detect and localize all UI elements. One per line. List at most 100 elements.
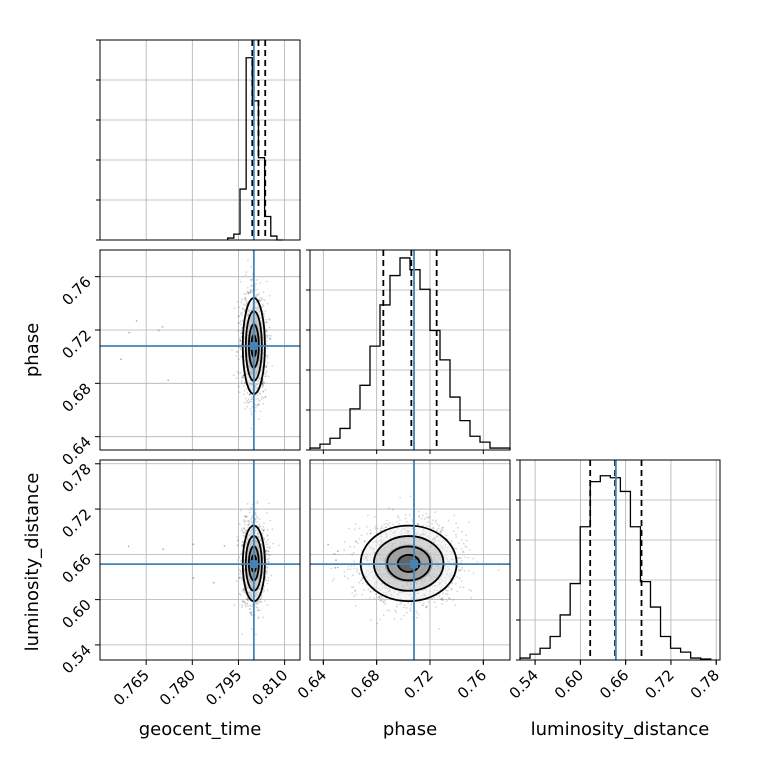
sample-point <box>355 540 358 543</box>
sample-point <box>461 568 463 571</box>
sample-point <box>261 386 264 389</box>
sample-point <box>425 606 427 609</box>
sample-point <box>440 528 443 530</box>
sample-point <box>250 285 252 287</box>
sample-point <box>243 519 245 522</box>
panel-frame <box>309 249 511 451</box>
sample-point <box>266 553 268 556</box>
sample-point <box>261 528 263 530</box>
sample-point <box>265 365 267 368</box>
sample-point <box>243 384 245 387</box>
sample-point <box>470 596 473 599</box>
sample-point <box>262 529 265 531</box>
sample-point <box>232 374 235 376</box>
sample-point <box>460 580 463 582</box>
sample-point <box>452 599 455 601</box>
sample-point <box>262 525 265 528</box>
sample-point <box>269 338 272 340</box>
panel-frame <box>99 459 301 661</box>
sample-point <box>249 608 252 610</box>
sample-point <box>192 543 195 546</box>
sample-point <box>254 512 257 514</box>
sample-point <box>268 561 270 564</box>
sample-point <box>255 606 258 609</box>
sample-point <box>458 577 461 580</box>
sample-point <box>407 601 410 604</box>
sample-point <box>470 590 472 592</box>
sample-point <box>240 376 243 379</box>
sample-point <box>265 549 267 552</box>
sample-point <box>255 282 257 285</box>
sample-point <box>240 301 243 304</box>
xlabel-luminosity-distance: luminosity_distance <box>531 719 710 740</box>
sample-point <box>251 279 253 281</box>
sample-point <box>409 495 412 498</box>
sample-point <box>250 612 252 615</box>
scatter-panel-phase-luminosity_distance <box>309 459 511 661</box>
sample-point <box>461 530 463 533</box>
sample-point <box>238 556 241 559</box>
sample-point <box>259 609 261 611</box>
sample-point <box>264 396 267 398</box>
ylabel-luminosity-distance: luminosity_distance <box>22 473 43 652</box>
sample-point <box>417 522 420 525</box>
sample-point <box>262 381 265 383</box>
histogram-phase <box>309 257 511 450</box>
sample-point <box>399 496 402 499</box>
sample-point <box>266 336 269 339</box>
sample-point <box>231 349 233 351</box>
sample-point <box>241 599 244 602</box>
sample-point <box>458 569 461 572</box>
sample-point <box>249 611 251 614</box>
sample-point <box>242 588 245 591</box>
sample-point <box>256 609 259 612</box>
sample-point <box>239 340 242 343</box>
x-tick-label: 0.76 <box>454 666 490 702</box>
sample-point <box>441 529 444 532</box>
sample-point <box>239 570 242 572</box>
sample-point <box>241 314 244 317</box>
sample-point <box>238 576 241 579</box>
sample-point <box>350 565 353 567</box>
sample-point <box>244 605 247 608</box>
sample-point <box>242 377 245 379</box>
x-tick-label: 0.72 <box>400 666 436 702</box>
sample-point <box>237 358 240 361</box>
sample-point <box>262 390 265 393</box>
sample-point <box>381 527 384 529</box>
sample-point <box>239 576 241 579</box>
sample-point <box>162 548 165 551</box>
sample-point <box>257 600 260 603</box>
sample-point <box>240 355 243 358</box>
sample-point <box>240 320 242 322</box>
sample-point <box>265 372 267 374</box>
sample-point <box>411 520 414 523</box>
sample-point <box>268 318 270 320</box>
sample-point <box>264 310 267 312</box>
sample-point <box>244 407 247 410</box>
sample-point <box>262 291 265 293</box>
sample-point <box>262 588 265 590</box>
truth-marker <box>249 560 258 569</box>
sample-point <box>239 337 241 340</box>
sample-point <box>423 518 426 520</box>
sample-point <box>267 502 270 505</box>
sample-point <box>266 356 269 359</box>
sample-point <box>408 513 411 516</box>
sample-point <box>239 372 242 374</box>
sample-point <box>459 586 461 588</box>
sample-point <box>465 546 468 548</box>
sample-point <box>261 532 264 535</box>
sample-point <box>458 557 461 559</box>
sample-point <box>441 596 444 599</box>
sample-point <box>259 296 262 299</box>
sample-point <box>389 526 391 528</box>
sample-point <box>259 300 262 303</box>
sample-point <box>422 602 425 604</box>
sample-point <box>351 574 354 577</box>
sample-point <box>459 557 462 560</box>
sample-point <box>455 582 457 585</box>
panel-frame <box>99 249 301 451</box>
sample-point <box>358 581 361 584</box>
sample-point <box>442 592 444 595</box>
